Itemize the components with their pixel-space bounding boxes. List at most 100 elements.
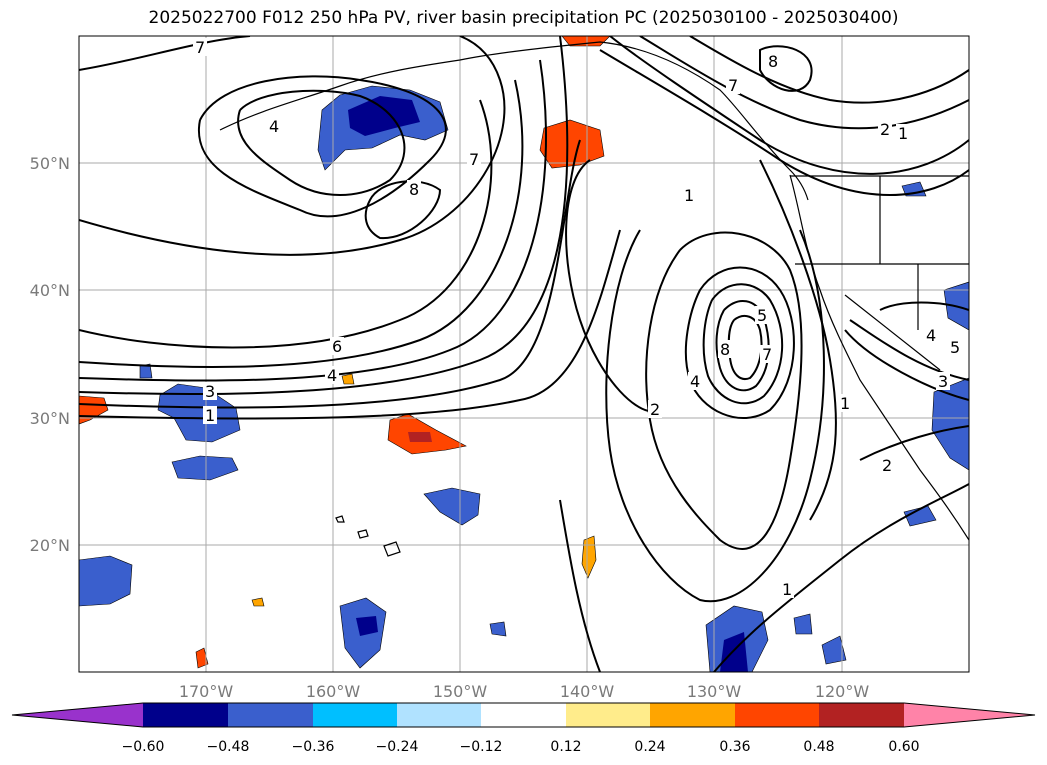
contour-label: 4: [690, 372, 700, 391]
pos-anomaly-small-2: [195, 647, 209, 669]
neg-anomaly-sw: [157, 383, 241, 443]
contour-label: 1: [840, 394, 850, 413]
colorbar-swatch: [819, 703, 904, 727]
lon-label-160w: 160°W: [306, 682, 361, 701]
lat-label-30n: 30°N: [30, 409, 70, 428]
colorbar-tick: 0.36: [719, 739, 750, 755]
pv-contour: [605, 229, 825, 603]
pos-anomaly-small-1: [581, 535, 597, 579]
contour-label: 4: [269, 117, 279, 136]
lon-label-140w: 140°W: [560, 682, 615, 701]
contour-label: 3: [938, 372, 948, 391]
colorbar: −0.60 −0.48 −0.36 −0.24 −0.12 0.12 0.24 …: [11, 702, 1036, 755]
pos-anomaly-small-3: [341, 373, 355, 385]
contour-label: 3: [205, 382, 215, 401]
pv-contour: [197, 75, 447, 218]
colorbar-swatch: [650, 703, 735, 727]
pos-anomaly-small-4: [251, 597, 265, 607]
coastlines: [219, 41, 969, 557]
colorbar-swatch: [397, 703, 481, 727]
canada-us-coastline: [789, 174, 969, 541]
neg-anomaly-south-core: [356, 616, 378, 636]
lat-label-50n: 50°N: [30, 154, 70, 173]
colorbar-tick: 0.48: [803, 739, 834, 755]
contour-label: 5: [950, 338, 960, 357]
colorbar-tick: −0.36: [292, 739, 335, 755]
pv-contour: [79, 36, 251, 71]
contour-label: 1: [782, 580, 792, 599]
contour-label: 7: [195, 38, 205, 57]
contour-label: 7: [469, 150, 479, 169]
colorbar-outline: [11, 702, 1036, 728]
longitude-labels: 170°W 160°W 150°W 140°W 130°W 120°W: [179, 682, 870, 701]
state-border-4: [844, 294, 941, 371]
pv-contour: [639, 36, 969, 130]
pv-contour: [849, 319, 969, 381]
pv-contour: [79, 36, 506, 256]
contour-label: 2: [882, 456, 892, 475]
colorbar-tick: 0.60: [888, 739, 919, 755]
pv-contour: [759, 45, 813, 92]
contour-label: 6: [332, 337, 342, 356]
pv-contour: [715, 300, 770, 392]
contour-label: 1: [205, 406, 215, 425]
contour-label: 2: [880, 120, 890, 139]
neg-anomaly-sw-2: [171, 455, 239, 481]
contour-label: 1: [684, 186, 694, 205]
neg-anomaly-small-2: [821, 635, 847, 665]
colorbar-tick: −0.12: [460, 739, 503, 755]
contour-label: 2: [650, 400, 660, 419]
lon-label-170w: 170°W: [179, 682, 234, 701]
neg-anomaly-far-sw: [79, 555, 133, 607]
lat-label-20n: 20°N: [30, 536, 70, 555]
colorbar-tick: −0.24: [376, 739, 419, 755]
colorbar-tick: 0.12: [550, 739, 581, 755]
neg-anomaly-small-3: [793, 613, 813, 635]
contour-label: 8: [768, 52, 778, 71]
colorbar-swatch: [143, 703, 228, 727]
lon-label-120w: 120°W: [815, 682, 870, 701]
contour-label: 7: [728, 76, 738, 95]
contour-label: 4: [926, 326, 936, 345]
pv-contour: [645, 231, 803, 550]
pv-contour: [859, 425, 969, 461]
colorbar-tick: −0.60: [122, 739, 165, 755]
pv-contour: [844, 329, 969, 401]
contour-label: 1: [898, 124, 908, 143]
neg-anomaly-small-5: [489, 621, 507, 637]
neg-anomaly-coast-east: [931, 377, 969, 471]
map-frame: [78, 35, 970, 673]
contour-label: 8: [409, 180, 419, 199]
pv-contour: [79, 99, 493, 349]
colorbar-swatch: [313, 703, 397, 727]
pv-contour: [79, 79, 524, 368]
pv-contour: [684, 266, 795, 420]
colorbar-tick: −0.48: [207, 739, 250, 755]
hawaii-island-3: [335, 515, 345, 523]
pv-contour: [759, 159, 837, 521]
pv-contour: [565, 159, 661, 413]
pos-anomaly-top: [561, 36, 611, 47]
pos-anomaly-north: [539, 119, 605, 169]
lon-label-130w: 130°W: [687, 682, 742, 701]
colorbar-swatch: [228, 703, 313, 727]
hawaii-island-2: [357, 529, 369, 539]
pv-contour: [364, 180, 442, 240]
pv-contour: [689, 36, 969, 104]
pv-contours: [79, 36, 969, 672]
lat-label-40n: 40°N: [30, 281, 70, 300]
colorbar-extend-min: [12, 703, 143, 727]
contour-label: 8: [720, 340, 730, 359]
contour-label: 7: [762, 345, 772, 364]
pv-contour: [609, 36, 969, 175]
neg-anomaly-aleutian-core: [348, 96, 420, 136]
colorbar-swatch: [735, 703, 819, 727]
pv-contour: [713, 483, 969, 672]
lon-label-150w: 150°W: [433, 682, 488, 701]
map-title: 2025022700 F012 250 hPa PV, river basin …: [148, 8, 899, 28]
pv-contour: [79, 59, 547, 382]
contour-labels: 7 4 8 7 6 4 3 1 1 2 4 8 7 5: [193, 38, 962, 599]
hawaii-island-1: [383, 541, 401, 557]
colorbar-swatch: [481, 703, 566, 727]
